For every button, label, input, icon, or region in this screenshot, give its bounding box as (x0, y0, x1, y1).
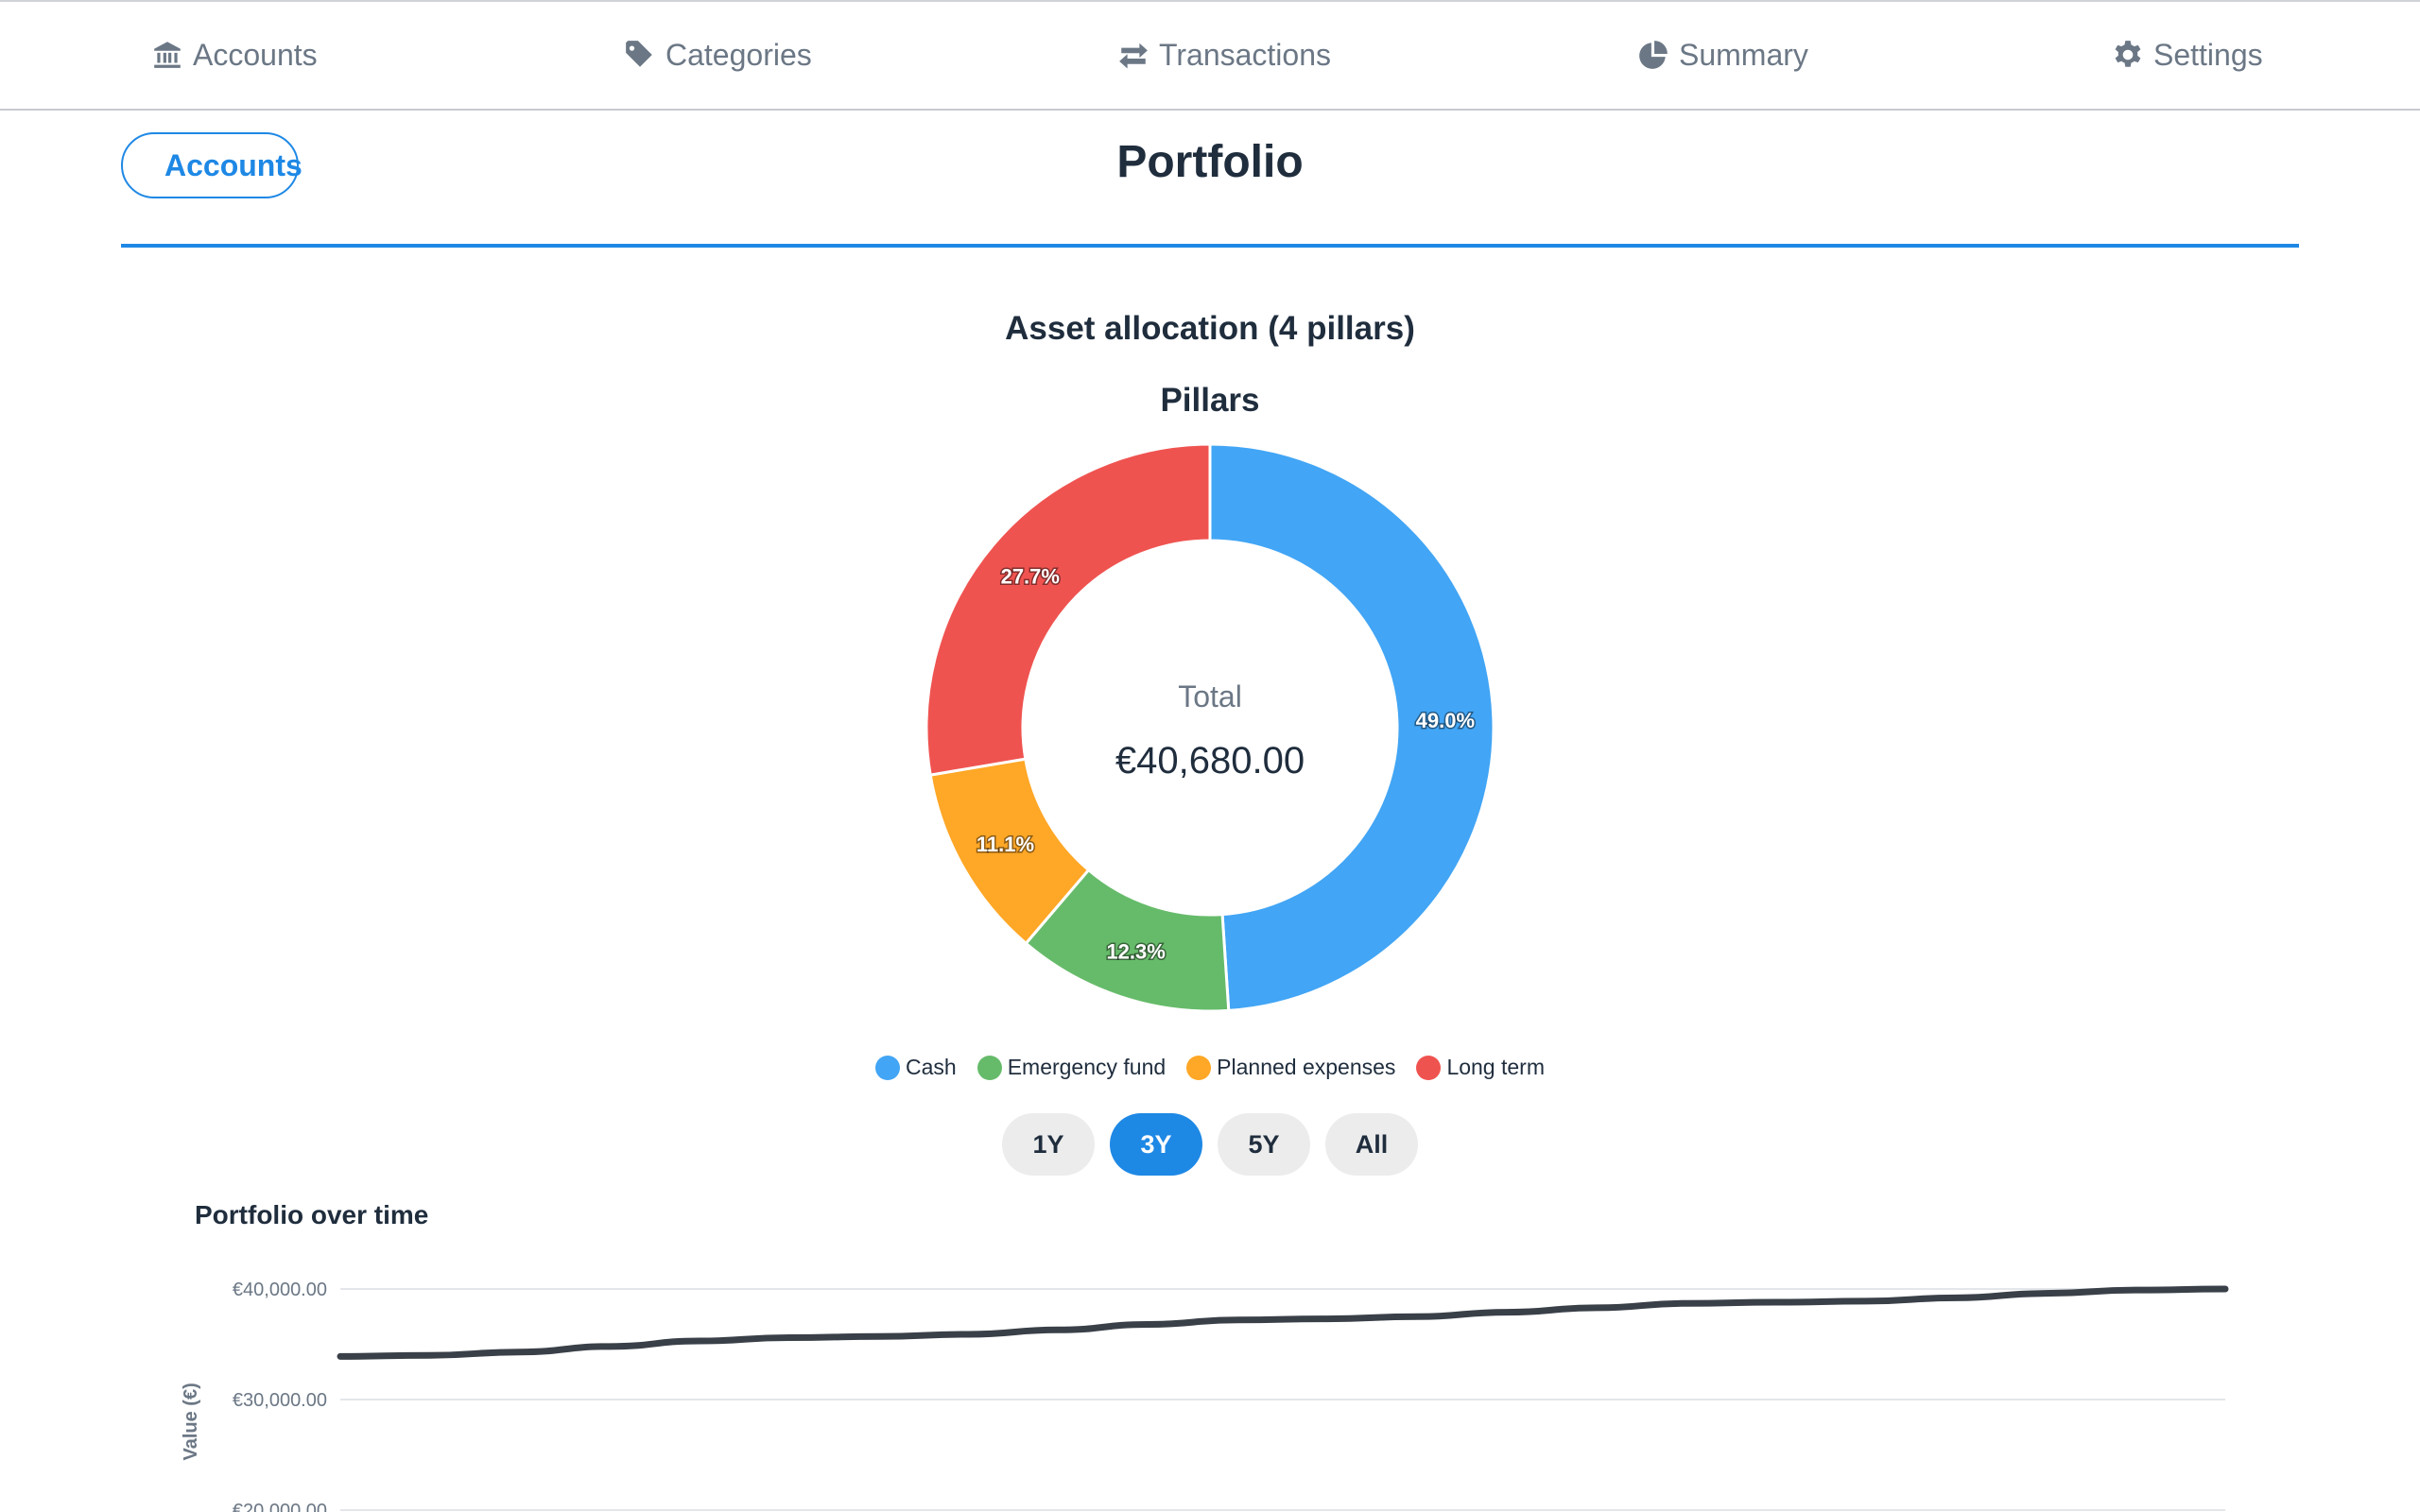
nav-transactions[interactable]: Transactions (1117, 32, 1331, 77)
legend-swatch (1186, 1055, 1212, 1080)
legend-label: Emergency fund (1007, 1055, 1167, 1079)
legend-swatch (1416, 1055, 1442, 1080)
nav-accounts[interactable]: Accounts (151, 32, 318, 77)
y-tick-label: €40,000.00 (233, 1280, 327, 1300)
donut-slice-label: 11.1% (977, 833, 1034, 856)
nav-summary-label: Summary (1679, 37, 1808, 72)
nav-settings[interactable]: Settings (2112, 32, 2263, 77)
bank-icon (154, 42, 181, 68)
donut-slice-cash[interactable] (1208, 442, 1495, 1012)
legend-swatch (977, 1055, 1002, 1080)
allocation-section-title: Asset allocation (4 pillars) (1005, 310, 1415, 347)
pie-chart-title: Pillars (1160, 382, 1260, 419)
exchange-icon (1119, 43, 1148, 69)
nav-transactions-label: Transactions (1159, 37, 1331, 72)
pie-chart-icon (1639, 41, 1668, 69)
back-to-accounts-button[interactable]: Accounts (121, 132, 302, 198)
donut-slice-label: 27.7% (1001, 564, 1060, 588)
legend-label: Long term (1446, 1055, 1545, 1079)
page-title: Portfolio (1116, 137, 1304, 187)
legend-label: Cash (905, 1055, 957, 1079)
range-button-5y[interactable]: 5Y (1218, 1113, 1310, 1176)
nav-categories[interactable]: Categories (624, 32, 812, 77)
legend-item-long-term[interactable]: Long term (1416, 1055, 1545, 1080)
top-navigation: Accounts Categories Transactions Summary… (0, 0, 2420, 111)
pie-legend: Cash Emergency fund Planned expenses Long t… (0, 1055, 2420, 1080)
line-chart-title: Portfolio over time (195, 1200, 429, 1229)
gear-icon (2115, 41, 2141, 67)
donut-slice-label: 12.3% (1106, 939, 1165, 963)
time-range-selector: 1Y 3Y 5Y All (0, 1113, 2420, 1176)
donut-slice-long-term[interactable] (925, 442, 1212, 777)
legend-label: Planned expenses (1217, 1055, 1396, 1079)
legend-item-cash[interactable]: Cash (874, 1055, 957, 1080)
nav-settings-label: Settings (2153, 37, 2263, 72)
nav-summary[interactable]: Summary (1637, 32, 1808, 77)
legend-swatch (874, 1055, 900, 1080)
donut-slice-label: 49.0% (1416, 709, 1475, 732)
legend-item-emergency-fund[interactable]: Emergency fund (977, 1055, 1166, 1080)
nav-categories-label: Categories (666, 37, 812, 72)
portfolio-line-chart: €40,000.00 €30,000.00 €20,000.00 Value (€) (181, 1280, 2229, 1512)
allocation-donut-chart: 49.0% 12.3% 11.1% 27.7% Total €40,680.00 (925, 442, 1495, 1013)
range-button-all[interactable]: All (1325, 1113, 1418, 1176)
range-button-1y[interactable]: 1Y (1002, 1113, 1095, 1176)
y-tick-label: €30,000.00 (233, 1390, 327, 1411)
portfolio-value-line (337, 1285, 2229, 1360)
donut-center-value: €40,680.00 (1115, 740, 1305, 782)
donut-center-label: Total (1178, 679, 1242, 713)
legend-item-planned-expenses[interactable]: Planned expenses (1186, 1055, 1395, 1080)
tags-icon (626, 41, 652, 67)
nav-accounts-label: Accounts (193, 37, 318, 72)
y-tick-label: €20,000.00 (233, 1501, 327, 1512)
range-button-3y[interactable]: 3Y (1110, 1113, 1202, 1176)
y-axis-label: Value (€) (181, 1383, 201, 1460)
title-divider (121, 244, 2299, 248)
